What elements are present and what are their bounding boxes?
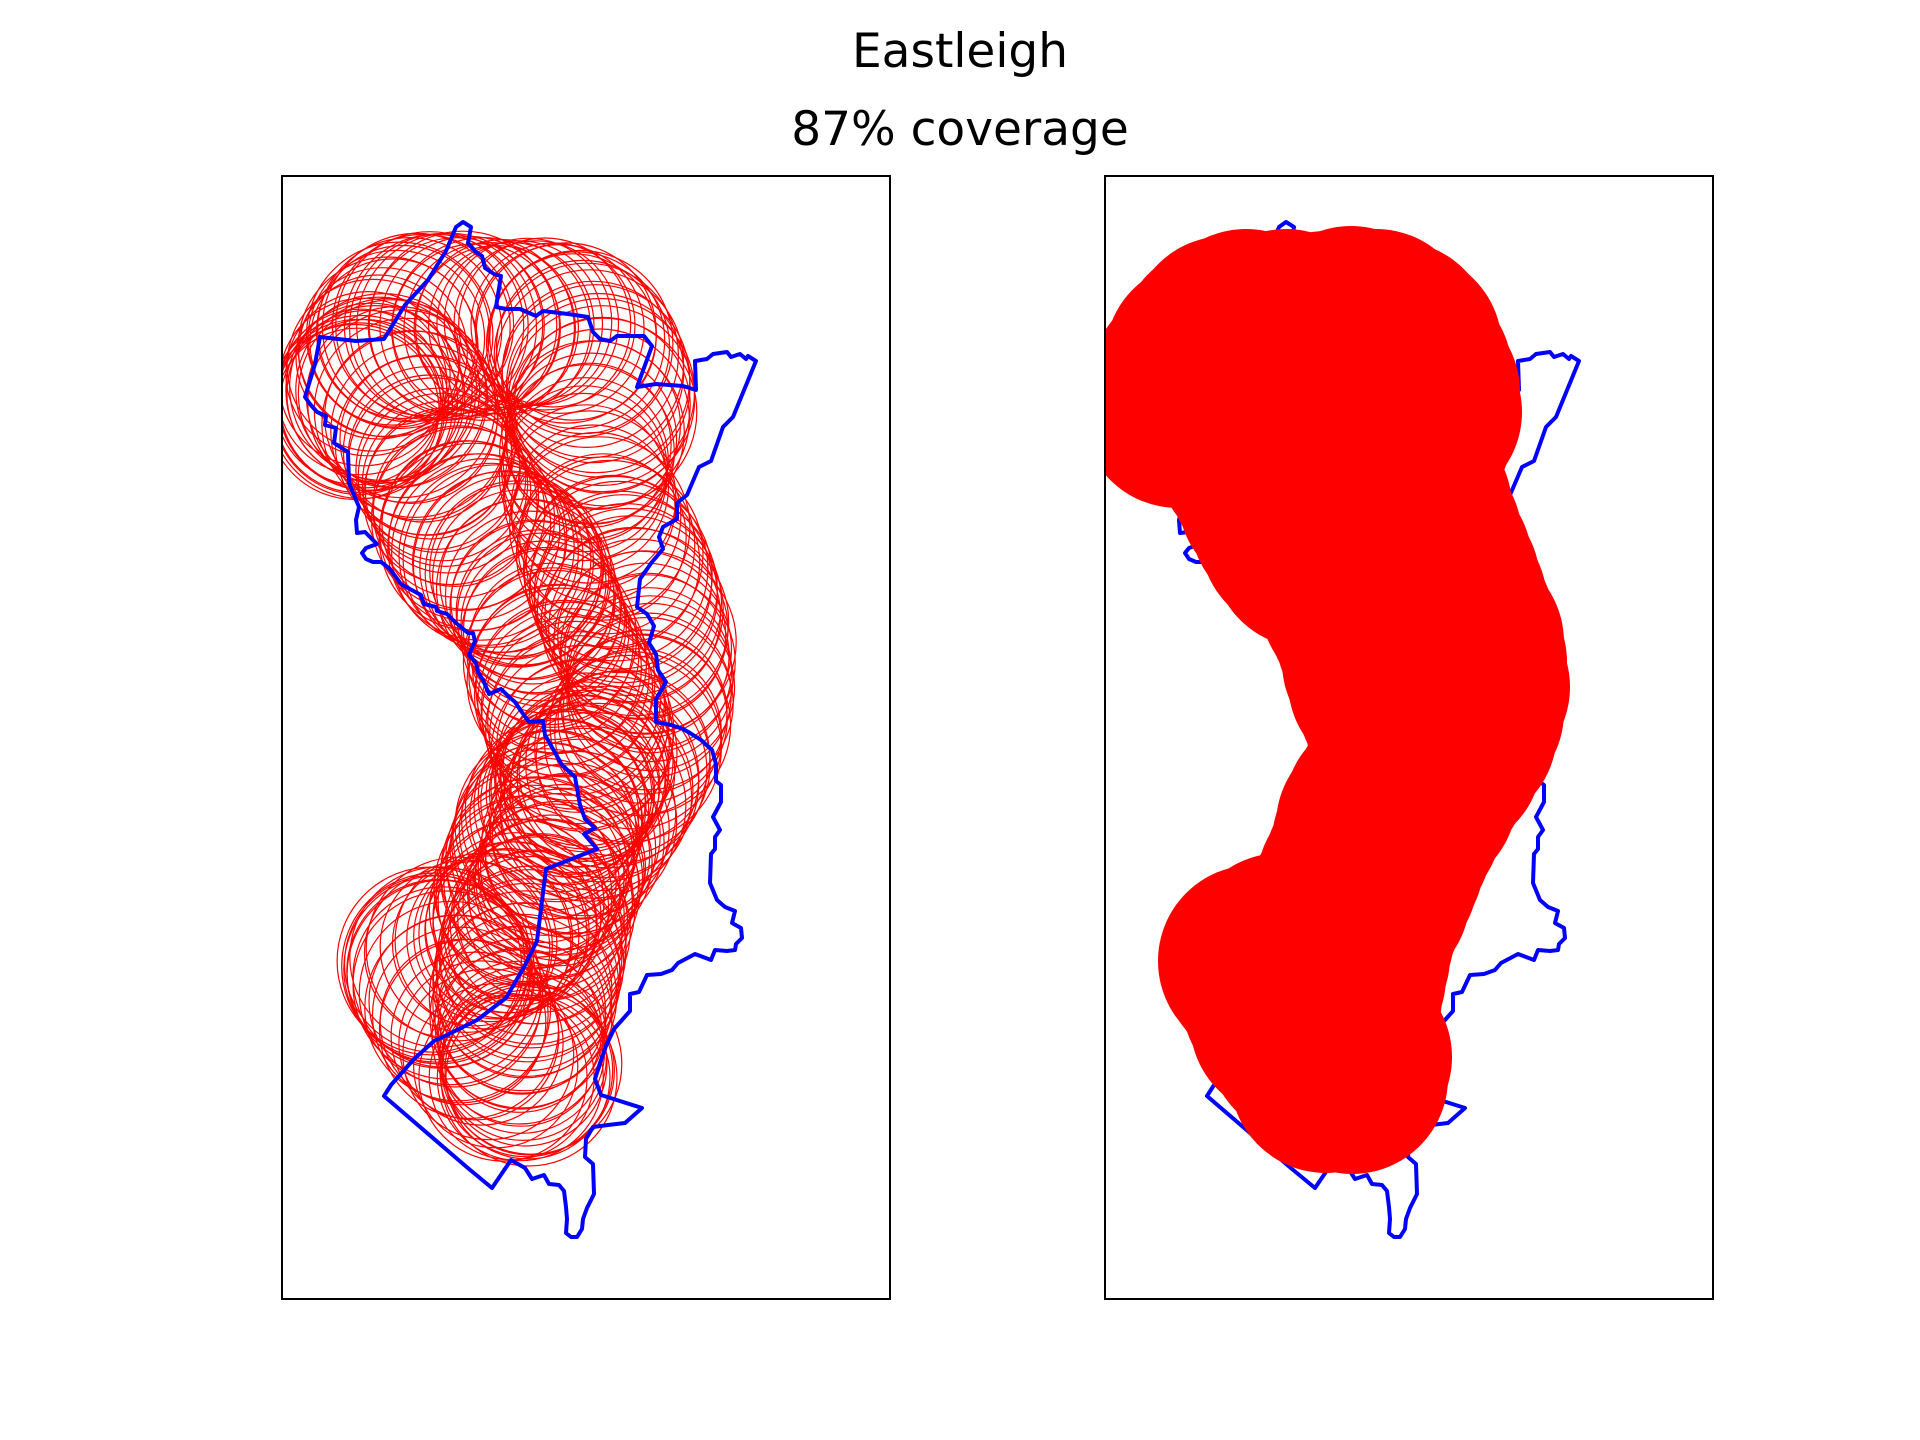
coverage-circle [499, 689, 669, 860]
coverage-circle [509, 698, 694, 883]
coverage-circle [432, 890, 620, 1078]
coverage-circle [511, 431, 682, 603]
coverage-circle [473, 800, 640, 967]
coverage-area-group [1106, 226, 1570, 1174]
coverage-circle [540, 527, 730, 717]
coverage-circle [283, 308, 444, 476]
coverage-circle [444, 984, 615, 1156]
region-boundary [303, 220, 758, 1239]
coverage-circle [321, 232, 511, 422]
coverage-circle [413, 244, 580, 411]
coverage-circle [525, 474, 701, 650]
coverage-circle [553, 550, 737, 734]
coverage-circle [432, 913, 613, 1094]
coverage-circle [458, 237, 632, 411]
coverage-circle [440, 972, 623, 1155]
coverage-circle [500, 385, 668, 553]
coverage-circle [295, 274, 461, 440]
coverage-circle [474, 792, 644, 962]
coverage-circle [358, 900, 544, 1086]
coverage-circle [548, 538, 729, 719]
coverage-circle [443, 237, 613, 407]
coverage-circle [457, 833, 625, 1001]
coverage-circle [543, 651, 723, 830]
coverage-circle [517, 456, 696, 635]
coverage-circle [447, 849, 623, 1025]
coverage-circle [508, 305, 696, 493]
coverage-circle [508, 436, 691, 618]
coverage-circle [462, 818, 634, 989]
coverage-circle [403, 242, 576, 415]
coverage-circle [498, 392, 668, 562]
coverage-circle [441, 980, 608, 1147]
coverage-circle [489, 253, 657, 421]
coverage-circle [464, 717, 650, 903]
coverage-circle [515, 459, 704, 648]
coverage-circle [506, 362, 672, 528]
coverage-circle [398, 960, 564, 1126]
coverage-circle [474, 243, 645, 415]
coverage-circle [379, 938, 547, 1106]
coverage-circle [503, 702, 693, 892]
coverage-circle [402, 464, 592, 654]
coverage-circle [439, 983, 614, 1158]
coverage-circle [534, 654, 722, 843]
coverage-filled-panel [1104, 175, 1714, 1300]
coverage-circle [485, 249, 674, 438]
coverage-circle-group [283, 230, 737, 1167]
coverage-circle [533, 507, 723, 697]
coverage-circle [518, 675, 708, 865]
coverage-circle [499, 364, 675, 540]
coverage-filled-plot [1106, 177, 1712, 1298]
coverage-circle [529, 490, 713, 674]
coverage-circle [286, 278, 460, 452]
figure-title: Eastleigh [851, 24, 1069, 79]
plot-background [283, 177, 889, 1298]
coverage-circle [565, 587, 733, 754]
coverage-outline-panel [281, 175, 891, 1300]
coverage-circle [509, 328, 691, 509]
coverage-circle [559, 562, 733, 735]
coverage-circle [566, 612, 732, 779]
coverage-circle [455, 529, 622, 695]
coverage-circle [519, 453, 687, 621]
coverage-circle [398, 462, 584, 648]
coverage-circle [439, 865, 623, 1049]
coverage-circle [283, 297, 448, 467]
coverage-circle [436, 902, 613, 1079]
coverage-circle [473, 601, 662, 790]
coverage-circle [434, 937, 607, 1110]
coverage-circle [283, 318, 441, 486]
coverage-circle [499, 711, 687, 899]
coverage-circle [536, 515, 724, 703]
coverage-circle [428, 902, 618, 1092]
coverage-circle [330, 342, 508, 521]
coverage-area-disc [1260, 961, 1452, 1153]
coverage-circle [368, 230, 558, 420]
coverage-circle [470, 242, 636, 408]
coverage-circle [523, 480, 713, 670]
coverage-circle [285, 296, 473, 485]
figure-subtitle: 87% coverage [791, 102, 1129, 157]
coverage-circle [487, 251, 666, 430]
coverage-circle [533, 502, 719, 688]
coverage-circle [429, 925, 613, 1109]
coverage-outline-plot [283, 177, 889, 1298]
coverage-circle [522, 475, 709, 662]
coverage-circle [445, 994, 611, 1160]
coverage-circle [544, 526, 722, 704]
coverage-circle [285, 290, 451, 457]
